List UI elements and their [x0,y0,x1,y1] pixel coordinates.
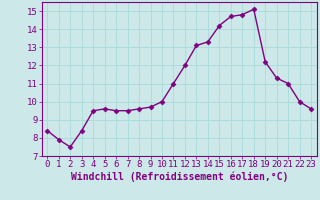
X-axis label: Windchill (Refroidissement éolien,°C): Windchill (Refroidissement éolien,°C) [70,172,288,182]
